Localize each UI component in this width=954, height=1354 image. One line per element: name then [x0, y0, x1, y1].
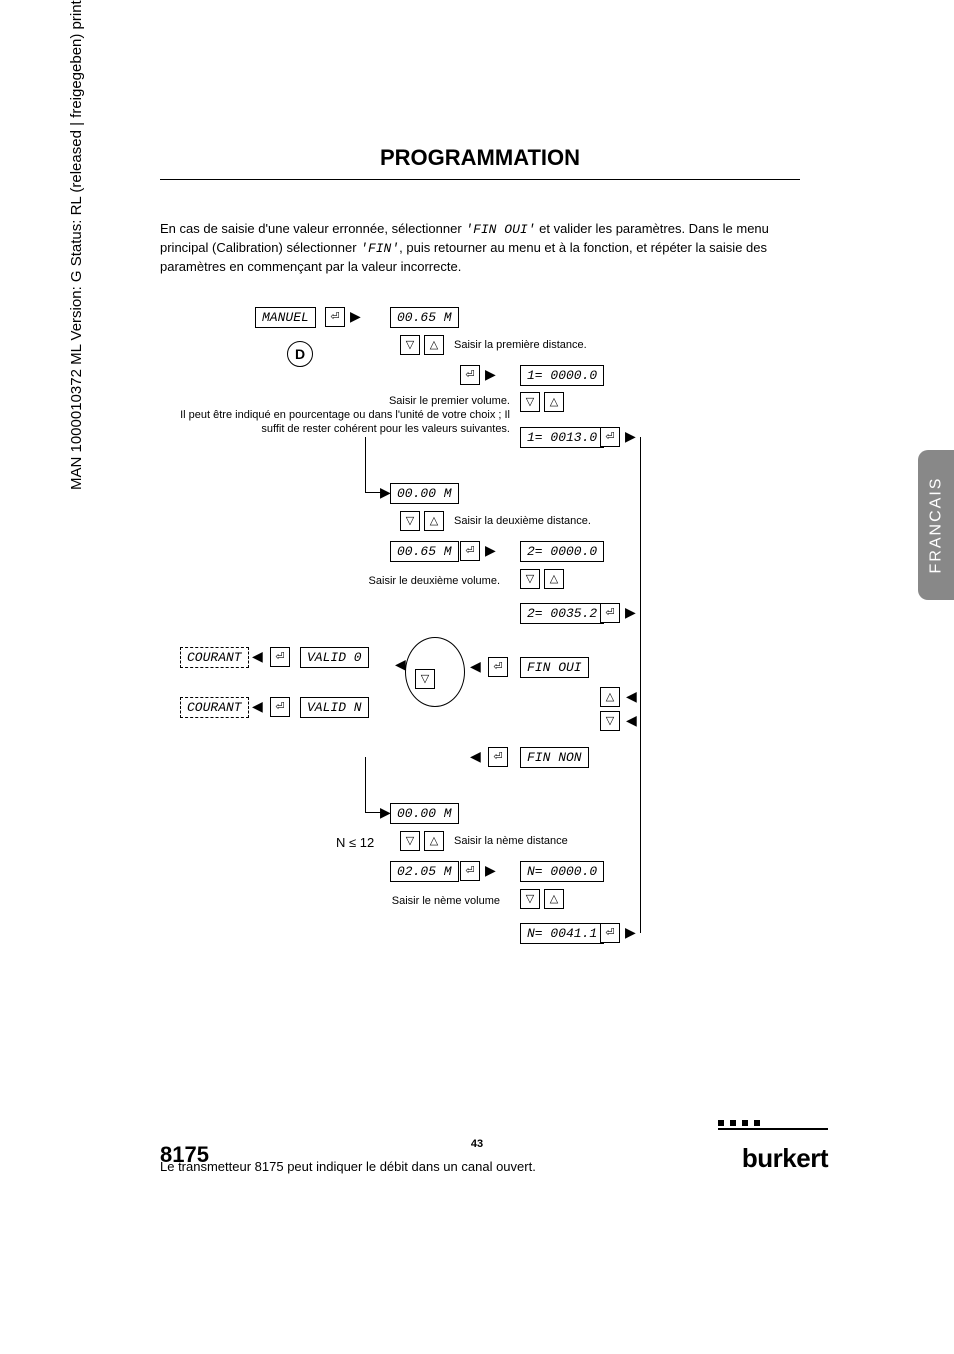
box-00-65-1: 00.65 M: [390, 307, 459, 328]
loop-oval: [405, 637, 465, 707]
up-icon: △: [544, 889, 564, 909]
flow-diagram: MANUEL ⏎ ▶ 00.00 M D ▽ △ Saisir la premi…: [140, 307, 800, 1007]
arrow-right-icon: ▶: [485, 543, 496, 557]
enter-icon: ⏎: [460, 365, 480, 385]
up-icon: △: [424, 511, 444, 531]
enter-icon: ⏎: [460, 861, 480, 881]
down-icon: ▽: [600, 711, 620, 731]
language-tab: FRANCAIS: [918, 450, 954, 600]
up-icon: △: [600, 687, 620, 707]
label-first-distance: Saisir la première distance.: [454, 339, 587, 351]
label-first-volume-2: Il peut être indiqué en pourcentage ou d…: [10, 409, 510, 421]
label-nth-distance: Saisir la nème distance: [454, 835, 568, 847]
box-fin-oui: FIN OUI: [520, 657, 589, 678]
up-icon: △: [544, 569, 564, 589]
box-n-0041: N= 0041.1: [520, 923, 604, 944]
page-title: PROGRAMMATION: [160, 145, 800, 180]
box-00-65-2: 00.65 M: [390, 541, 459, 562]
down-icon: ▽: [520, 569, 540, 589]
box-valid-n: VALID N: [300, 697, 369, 718]
down-icon: ▽: [400, 511, 420, 531]
enter-icon: ⏎: [600, 603, 620, 623]
box-courant-2: COURANT: [180, 697, 249, 718]
arrow-right-icon: ▶: [350, 309, 361, 323]
arrow-left-icon: ◀: [252, 699, 263, 713]
down-icon: ▽: [520, 889, 540, 909]
label-first-volume-1: Saisir le premier volume.: [10, 395, 510, 407]
label-second-distance: Saisir la deuxième distance.: [454, 515, 591, 527]
enter-icon: ⏎: [460, 541, 480, 561]
box-fin-non: FIN NON: [520, 747, 589, 768]
down-icon: ▽: [400, 831, 420, 851]
arrow-right-icon: ▶: [625, 429, 636, 443]
language-tab-label: FRANCAIS: [927, 477, 945, 574]
enter-icon: ⏎: [325, 307, 345, 327]
enter-icon: ⏎: [488, 747, 508, 767]
box-00-00-n: 00.00 M: [390, 803, 459, 824]
intro-i2: 'FIN': [360, 241, 399, 256]
brand-logo: burkert: [742, 1143, 828, 1174]
arrow-right-icon: ▶: [625, 925, 636, 939]
page-content: PROGRAMMATION En cas de saisie d'une val…: [160, 145, 800, 1007]
arrow-left-icon: ◀: [252, 649, 263, 663]
arrow-left-icon: ◀: [395, 657, 406, 671]
enter-icon: ⏎: [270, 697, 290, 717]
intro-paragraph: En cas de saisie d'une valeur erronnée, …: [160, 220, 800, 277]
up-icon: △: [424, 831, 444, 851]
intro-t1: En cas de saisie d'une valeur erronnée, …: [160, 221, 465, 236]
enter-icon: ⏎: [270, 647, 290, 667]
up-icon: △: [544, 392, 564, 412]
enter-icon: ⏎: [600, 427, 620, 447]
arrow-left-icon: ◀: [626, 689, 637, 703]
box-02-05: 02.05 M: [390, 861, 459, 882]
intro-i1: 'FIN OUI': [465, 222, 535, 237]
brand-logo-accent: [718, 1128, 828, 1138]
box-2-0000: 2= 0000.0: [520, 541, 604, 562]
down-icon: ▽: [415, 669, 435, 689]
arrow-left-icon: ◀: [626, 713, 637, 727]
box-manuel: MANUEL: [255, 307, 316, 328]
box-00-00-2: 00.00 M: [390, 483, 459, 504]
box-n-0000: N= 0000.0: [520, 861, 604, 882]
down-icon: ▽: [400, 335, 420, 355]
arrow-right-icon: ▶: [625, 605, 636, 619]
label-nth-volume: Saisir le nème volume: [300, 895, 500, 907]
arrow-right-icon: ▶: [485, 367, 496, 381]
box-1-0000: 1= 0000.0: [520, 365, 604, 386]
label-second-volume: Saisir le deuxième volume.: [300, 575, 500, 587]
arrow-left-icon: ◀: [470, 659, 481, 673]
box-2-0035: 2= 0035.2: [520, 603, 604, 624]
up-icon: △: [424, 335, 444, 355]
enter-icon: ⏎: [600, 923, 620, 943]
box-1-0013: 1= 0013.0: [520, 427, 604, 448]
box-courant-1: COURANT: [180, 647, 249, 668]
enter-icon: ⏎: [488, 657, 508, 677]
label-n-le-12: N ≤ 12: [336, 835, 374, 850]
label-first-volume-3: suffit de rester cohérent pour les valeu…: [10, 423, 510, 435]
arrow-left-icon: ◀: [470, 749, 481, 763]
model-number: 8175: [160, 1142, 209, 1168]
arrow-right-icon: ▶: [485, 863, 496, 877]
step-d-marker: D: [287, 341, 313, 367]
footer-note: Le transmetteur 8175 peut indiquer le dé…: [160, 1159, 800, 1174]
box-valid-0: VALID 0: [300, 647, 369, 668]
page-number: 43: [471, 1138, 483, 1150]
down-icon: ▽: [520, 392, 540, 412]
